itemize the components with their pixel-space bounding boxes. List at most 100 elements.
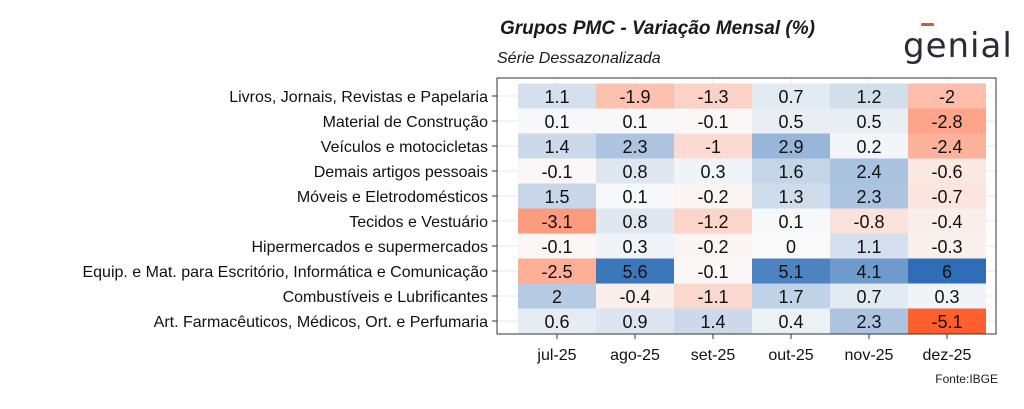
heatmap-cell: [752, 233, 830, 259]
cell-value-label: -0.4: [931, 212, 962, 232]
heatmap-cell: [518, 158, 596, 184]
heatmap-cell: [752, 133, 830, 159]
cell-value-label: -5.1: [931, 312, 962, 332]
cell-value-label: 0.8: [622, 162, 647, 182]
cell-value-label: -1.2: [697, 212, 728, 232]
x-axis-label: set-25: [691, 347, 736, 364]
heatmap-cell: [596, 133, 674, 159]
cell-value-label: -0.1: [541, 162, 572, 182]
cell-value-label: -0.1: [541, 237, 572, 257]
x-axis-label: ago-25: [610, 347, 660, 364]
cell-value-label: -2.5: [541, 262, 572, 282]
cell-value-label: 1.3: [778, 187, 803, 207]
heatmap-cell: [752, 308, 830, 334]
x-axis-label: nov-25: [845, 347, 894, 364]
heatmap-cell: [830, 308, 908, 334]
heatmap-cell: [596, 158, 674, 184]
cell-value-label: -2.4: [931, 137, 962, 157]
cell-value-label: -2.8: [931, 112, 962, 132]
heatmap-cell: [674, 208, 752, 234]
cell-value-label: 0.9: [622, 312, 647, 332]
heatmap-cell: [830, 83, 908, 109]
y-axis-label: Demais artigos pessoais: [314, 164, 488, 181]
heatmap-cell: [908, 283, 986, 309]
heatmap-cell: [518, 108, 596, 134]
heatmap-cell: [596, 283, 674, 309]
cell-value-label: 0.1: [622, 112, 647, 132]
y-axis-label: Tecidos e Vestuário: [349, 214, 488, 231]
heatmap-cell: [830, 233, 908, 259]
cell-value-label: 1.5: [544, 187, 569, 207]
cell-value-label: 2.3: [856, 187, 881, 207]
cell-value-label: 2.3: [622, 137, 647, 157]
heatmap-cell: [518, 233, 596, 259]
cell-value-label: 2.4: [856, 162, 881, 182]
y-axis-label: Hipermercados e supermercados: [251, 239, 488, 256]
y-axis-label: Móveis e Eletrodomésticos: [297, 189, 488, 206]
cell-value-label: 1.7: [778, 287, 803, 307]
cell-value-label: 2.9: [778, 137, 803, 157]
heatmap-cell: [674, 133, 752, 159]
heatmap-cell: [752, 183, 830, 209]
source-note: Fonte:IBGE: [935, 372, 998, 386]
chart-title: Grupos PMC - Variação Mensal (%): [500, 18, 815, 39]
cell-value-label: 0.4: [778, 312, 803, 332]
heatmap-cell: [596, 208, 674, 234]
cell-value-label: 1.1: [544, 87, 569, 107]
heatmap-cell: [752, 83, 830, 109]
cell-value-label: -0.3: [931, 237, 962, 257]
cell-value-label: 0.1: [622, 187, 647, 207]
cell-value-label: 1.2: [856, 87, 881, 107]
heatmap-cell: [830, 183, 908, 209]
cell-value-label: -0.6: [931, 162, 962, 182]
heatmap-cell: [752, 208, 830, 234]
heatmap-cell: [596, 108, 674, 134]
logo-accent-mark: [921, 23, 934, 26]
heatmap-cell: [674, 108, 752, 134]
cell-value-label: 2: [552, 287, 562, 307]
heatmap-cell: [674, 308, 752, 334]
heatmap-cell: [518, 83, 596, 109]
cell-value-label: 0.1: [778, 212, 803, 232]
x-axis-label: dez-25: [923, 347, 972, 364]
cell-value-label: -3.1: [541, 212, 572, 232]
y-axis-label: Equip. e Mat. para Escritório, Informáti…: [82, 264, 488, 281]
cell-value-label: 5.1: [778, 262, 803, 282]
heatmap-cell: [908, 208, 986, 234]
heatmap-cell: [518, 283, 596, 309]
cell-value-label: 2.3: [856, 312, 881, 332]
cell-value-label: 0.3: [622, 237, 647, 257]
cell-value-label: -0.2: [697, 187, 728, 207]
y-axis-label: Material de Construção: [323, 114, 489, 131]
heatmap-cell: [596, 233, 674, 259]
y-axis-label: Veículos e motocicletas: [321, 139, 488, 156]
x-axis-label: jul-25: [536, 347, 576, 364]
cell-value-label: -2: [939, 87, 955, 107]
heatmap-cell: [674, 83, 752, 109]
cell-value-label: 4.1: [856, 262, 881, 282]
heatmap-cell: [596, 83, 674, 109]
cell-value-label: -0.2: [697, 237, 728, 257]
heatmap-cell: [908, 308, 986, 334]
cell-value-label: 0.7: [856, 287, 881, 307]
cell-value-label: 0.6: [544, 312, 569, 332]
cell-value-label: -1.9: [619, 87, 650, 107]
cell-value-label: -0.8: [853, 212, 884, 232]
heatmap-cell: [830, 108, 908, 134]
cell-value-label: 6: [942, 262, 952, 282]
heatmap-cell: [752, 108, 830, 134]
cell-value-label: -0.1: [697, 262, 728, 282]
heatmap-cell: [830, 158, 908, 184]
heatmap-cell: [596, 183, 674, 209]
cell-value-label: 0.5: [778, 112, 803, 132]
cell-value-label: 0: [786, 237, 796, 257]
y-axis-label: Art. Farmacêuticos, Médicos, Ort. e Perf…: [154, 314, 488, 331]
heatmap-cell: [674, 283, 752, 309]
cell-value-label: 1.1: [856, 237, 881, 257]
heatmap-cell: [908, 133, 986, 159]
heatmap-cell: [674, 258, 752, 284]
cell-value-label: 0.1: [544, 112, 569, 132]
cell-value-label: 0.7: [778, 87, 803, 107]
heatmap-cell: [518, 208, 596, 234]
